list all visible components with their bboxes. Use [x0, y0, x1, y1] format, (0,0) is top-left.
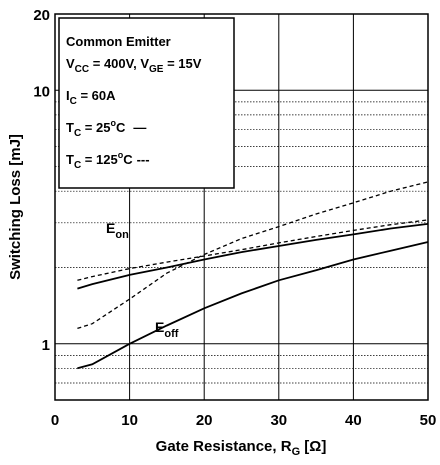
- x-tick-label: 30: [270, 412, 287, 429]
- eon-label: Eon: [106, 220, 129, 241]
- x-axis-title: Gate Resistance, RG [Ω]: [156, 438, 327, 458]
- legend-conditions-voltage: VCC = 400V, VGE = 15V: [66, 56, 202, 75]
- series-layer: [77, 181, 429, 370]
- legend-conditions-current: IC = 60A: [66, 88, 116, 107]
- y-tick-label: 20: [33, 7, 50, 24]
- series-line-eoff_125: [77, 181, 429, 330]
- legend-entry-tc25: TC = 25oC —: [66, 118, 146, 139]
- plot-frame: [54, 13, 429, 401]
- legend-title: Common Emitter: [66, 34, 171, 49]
- legend: Common Emitter VCC = 400V, VGE = 15V IC …: [58, 17, 235, 189]
- x-tick-label: 50: [420, 412, 437, 429]
- y-tick-label: 1: [42, 337, 50, 354]
- x-tick-label: 40: [345, 412, 362, 429]
- legend-entry-tc125: TC = 125oC ---: [66, 150, 150, 171]
- x-tick-label: 10: [121, 412, 138, 429]
- x-tick-label: 0: [51, 412, 59, 429]
- y-axis-title: Switching Loss [mJ]: [7, 134, 24, 280]
- ticks-layer: 0 10 20 30 40 50 1 10 20: [33, 7, 436, 429]
- legend-box: [58, 17, 235, 189]
- series-line-eon_25: [77, 223, 429, 290]
- eoff-label: Eoff: [155, 319, 179, 340]
- x-tick-label: 20: [196, 412, 213, 429]
- y-tick-label: 10: [33, 83, 50, 100]
- series-line-eoff_25: [77, 241, 429, 370]
